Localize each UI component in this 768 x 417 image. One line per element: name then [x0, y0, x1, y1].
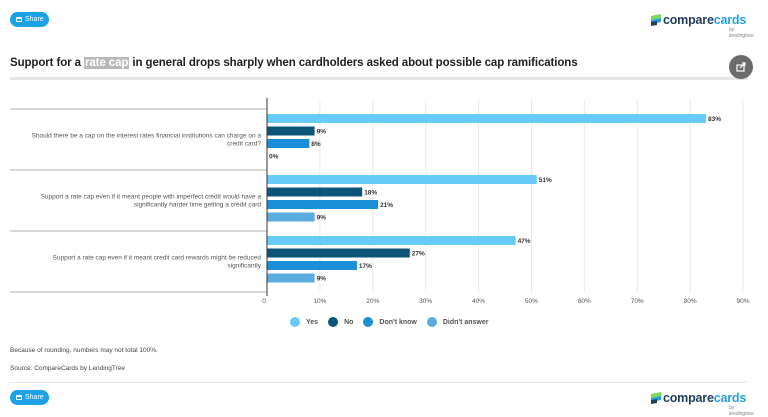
share-button-bottom[interactable]: Share	[10, 390, 49, 405]
category-label: significantly	[227, 263, 261, 270]
legend-label: Didn't answer	[442, 318, 489, 326]
share-label: Share	[25, 394, 44, 401]
data-label: 9%	[317, 215, 327, 222]
share-label: Share	[25, 16, 44, 23]
logo-byline: by lendingtree	[729, 405, 754, 417]
legend-item[interactable]: No	[328, 317, 353, 327]
logo-byline: by lendingtree	[729, 27, 754, 39]
comparecards-logo[interactable]: comparecards by lendingtree	[651, 11, 754, 39]
logo-wordmark: comparecards	[663, 391, 747, 405]
legend-item[interactable]: Don't know	[363, 317, 417, 327]
legend-label: No	[344, 318, 354, 326]
chart-legend: Yes No Don't know Didn't answer	[290, 317, 488, 327]
data-label: 18%	[364, 190, 377, 197]
footer-divider	[10, 382, 748, 383]
category-label: Support a rate cap even if it meant peop…	[41, 194, 262, 201]
category-label: Should there be a cap on the interest ra…	[32, 133, 262, 140]
rounding-note: Because of rounding, numbers may not tot…	[10, 347, 158, 354]
bar-no	[267, 248, 410, 258]
data-label: 9%	[317, 276, 327, 283]
data-label: 9%	[317, 129, 327, 136]
logo-mark-icon	[651, 14, 661, 26]
title-highlight: rate cap	[84, 57, 130, 69]
category-label: significantly harder time getting a cred…	[134, 202, 262, 209]
bar-don-t-know	[267, 200, 379, 209]
bar-no	[267, 126, 315, 136]
bar-yes	[267, 236, 516, 245]
x-tick-label: 20%	[366, 298, 379, 305]
comparecards-logo-footer[interactable]: comparecards by lendingtree	[651, 389, 754, 417]
bar-yes	[267, 114, 706, 123]
export-button[interactable]	[729, 55, 753, 79]
legend-label: Don't know	[379, 318, 417, 326]
title-divider	[10, 77, 748, 80]
chart-title: Support for a rate cap in general drops …	[10, 57, 578, 69]
data-label: 17%	[359, 263, 372, 270]
legend-swatch	[328, 317, 339, 327]
legend-swatch	[290, 317, 300, 327]
data-label: 47%	[518, 238, 531, 245]
legend-item[interactable]: Yes	[290, 317, 318, 327]
bar-don-t-know	[267, 139, 310, 148]
category-label: credit card?	[227, 141, 261, 148]
data-label: 0%	[269, 154, 279, 161]
x-tick-label: 30%	[419, 298, 432, 305]
share-export-icon	[736, 62, 746, 72]
x-tick-label: 60%	[578, 298, 591, 305]
data-label: 21%	[380, 202, 393, 209]
category-label: Support a rate cap even if it meant cred…	[53, 255, 262, 262]
bar-chart: 0 10% 20% 30% 40% 50% 60% 70% 80% 90% Should there…	[10, 98, 750, 305]
x-tick-label: 40%	[472, 298, 485, 305]
bar-didn-t-answer	[267, 212, 315, 222]
data-label: 83%	[708, 116, 721, 123]
x-tick-label: 70%	[631, 298, 644, 305]
data-label: 8%	[311, 141, 321, 148]
legend-swatch	[363, 317, 374, 327]
logo-wordmark: comparecards	[663, 13, 747, 27]
bar-don-t-know	[267, 261, 357, 270]
share-icon	[16, 17, 22, 22]
legend-item[interactable]: Didn't answer	[426, 317, 489, 327]
bar-yes	[267, 175, 537, 184]
bar-no	[267, 187, 363, 197]
data-label: 51%	[539, 177, 552, 184]
data-label: 27%	[412, 251, 425, 258]
x-tick-label: 80%	[684, 298, 697, 305]
x-tick-label: 10%	[313, 298, 326, 305]
share-icon	[16, 395, 22, 400]
legend-swatch	[426, 317, 437, 327]
x-tick-label: 50%	[525, 298, 538, 305]
x-tick-label: 90%	[736, 298, 749, 305]
legend-label: Yes	[306, 318, 319, 326]
logo-mark-icon	[651, 392, 661, 404]
bar-didn-t-answer	[267, 273, 315, 283]
source-note: Source: CompareCards by LendingTree	[10, 365, 126, 372]
x-tick-label: 0	[262, 298, 266, 305]
share-button-top[interactable]: Share	[10, 12, 49, 27]
